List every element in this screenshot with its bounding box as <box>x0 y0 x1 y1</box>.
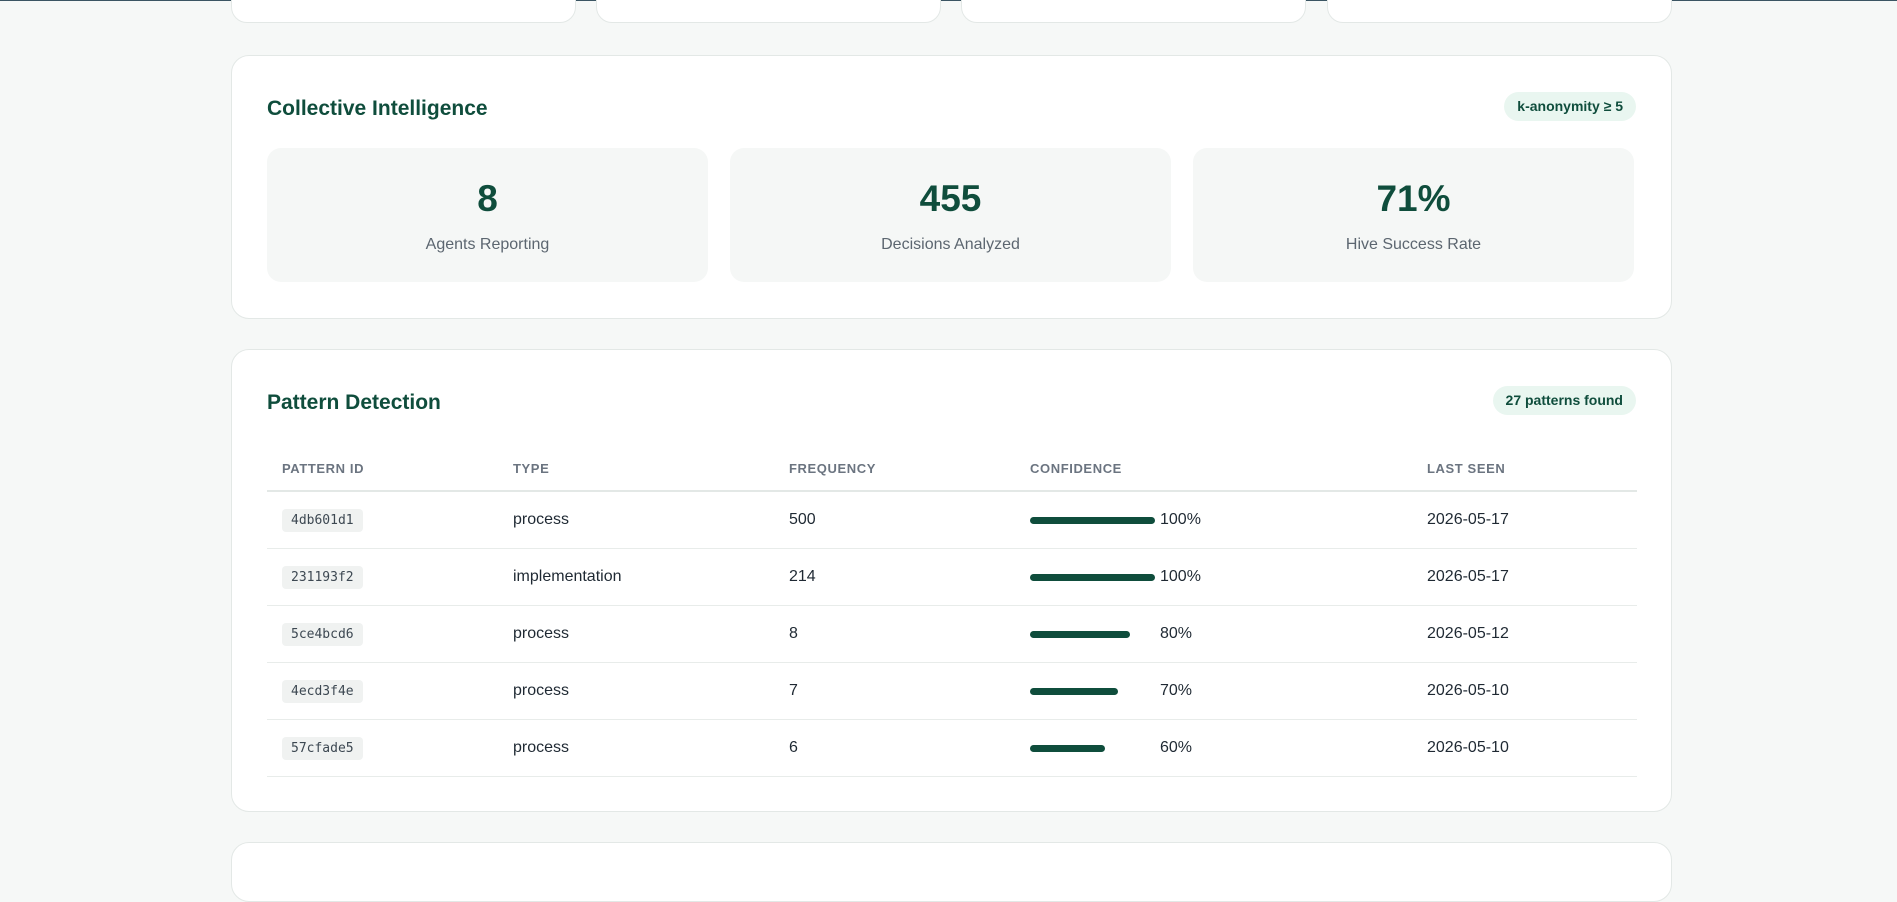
pattern-id: 4ecd3f4e <box>282 679 363 703</box>
metric-value: 71% <box>1376 178 1451 219</box>
metric-label: Agents Reporting <box>425 236 550 253</box>
confidence-bar <box>1030 516 1155 524</box>
pattern-id: 4db601d1 <box>282 508 363 532</box>
confidence-bar-fill <box>1030 744 1105 752</box>
k-anonymity-badge: k-anonymity ≥ 5 <box>1504 92 1636 121</box>
pattern-detection-card: Pattern Detection 27 patterns found PATT… <box>231 349 1672 812</box>
confidence-bar-fill <box>1030 687 1118 695</box>
confidence-value: 100% <box>1160 568 1201 585</box>
pattern-last-seen: 2026-05-12 <box>1412 605 1637 663</box>
pattern-type: implementation <box>498 548 774 606</box>
pattern-last-seen: 2026-05-17 <box>1412 548 1637 606</box>
column-header-pattern-id[interactable]: PATTERN ID <box>267 446 498 492</box>
confidence-bar-fill <box>1030 516 1155 524</box>
pattern-frequency: 214 <box>774 548 1015 606</box>
column-header-frequency[interactable]: FREQUENCY <box>774 446 1015 492</box>
confidence-cell: 80% <box>1030 625 1412 643</box>
column-header-confidence[interactable]: CONFIDENCE <box>1015 446 1412 492</box>
column-header-type[interactable]: TYPE <box>498 446 774 492</box>
metric-decisions-analyzed: 455 Decisions Analyzed <box>730 148 1171 282</box>
pattern-frequency: 8 <box>774 605 1015 663</box>
confidence-value: 60% <box>1160 739 1193 756</box>
table-row[interactable]: 57cfade5 process 6 60% 2026-05-10 <box>267 719 1637 777</box>
confidence-cell: 60% <box>1030 739 1412 757</box>
confidence-value: 70% <box>1160 682 1193 699</box>
confidence-bar <box>1030 573 1155 581</box>
metric-value: 8 <box>477 178 498 219</box>
metric-agents-reporting: 8 Agents Reporting <box>267 148 708 282</box>
top-divider <box>0 0 1897 1</box>
metric-value: 455 <box>919 178 982 219</box>
pattern-frequency: 500 <box>774 491 1015 549</box>
metric-label: Hive Success Rate <box>1345 236 1482 253</box>
confidence-cell: 100% <box>1030 511 1412 529</box>
table-row[interactable]: 231193f2 implementation 214 100% 2026-05… <box>267 548 1637 606</box>
confidence-value: 100% <box>1160 511 1201 528</box>
pattern-id: 57cfade5 <box>282 736 363 760</box>
table-row[interactable]: 4db601d1 process 500 100% 2026-05-17 <box>267 491 1637 549</box>
pattern-id: 5ce4bcd6 <box>282 622 363 646</box>
confidence-bar <box>1030 630 1155 638</box>
patterns-found-badge: 27 patterns found <box>1492 386 1636 415</box>
table-row[interactable]: 5ce4bcd6 process 8 80% 2026-05-12 <box>267 605 1637 663</box>
stat-card <box>231 0 576 23</box>
metric-label: Decisions Analyzed <box>881 236 1020 253</box>
confidence-bar-fill <box>1030 573 1155 581</box>
card-title: Pattern Detection <box>267 391 441 414</box>
next-card <box>231 842 1672 902</box>
table-header-row: PATTERN ID TYPE FREQUENCY CONFIDENCE LAS… <box>267 446 1637 492</box>
patterns-table: PATTERN ID TYPE FREQUENCY CONFIDENCE LAS… <box>267 446 1637 777</box>
pattern-type: process <box>498 719 774 777</box>
stat-card <box>961 0 1306 23</box>
stat-card <box>1327 0 1672 23</box>
confidence-bar <box>1030 744 1155 752</box>
pattern-frequency: 7 <box>774 662 1015 720</box>
confidence-cell: 70% <box>1030 682 1412 700</box>
pattern-type: process <box>498 491 774 549</box>
confidence-cell: 100% <box>1030 568 1412 586</box>
metric-hive-success-rate: 71% Hive Success Rate <box>1193 148 1634 282</box>
pattern-id: 231193f2 <box>282 565 363 589</box>
stat-card <box>596 0 941 23</box>
pattern-type: process <box>498 605 774 663</box>
pattern-frequency: 6 <box>774 719 1015 777</box>
confidence-bar-fill <box>1030 630 1130 638</box>
column-header-last-seen[interactable]: LAST SEEN <box>1412 446 1637 492</box>
collective-intelligence-card: Collective Intelligence k-anonymity ≥ 5 … <box>231 55 1672 319</box>
table-row[interactable]: 4ecd3f4e process 7 70% 2026-05-10 <box>267 662 1637 720</box>
stat-cards-row <box>231 0 1672 24</box>
pattern-last-seen: 2026-05-10 <box>1412 719 1637 777</box>
pattern-type: process <box>498 662 774 720</box>
pattern-last-seen: 2026-05-10 <box>1412 662 1637 720</box>
confidence-value: 80% <box>1160 625 1193 642</box>
card-title: Collective Intelligence <box>267 97 488 120</box>
confidence-bar <box>1030 687 1155 695</box>
pattern-last-seen: 2026-05-17 <box>1412 491 1637 549</box>
